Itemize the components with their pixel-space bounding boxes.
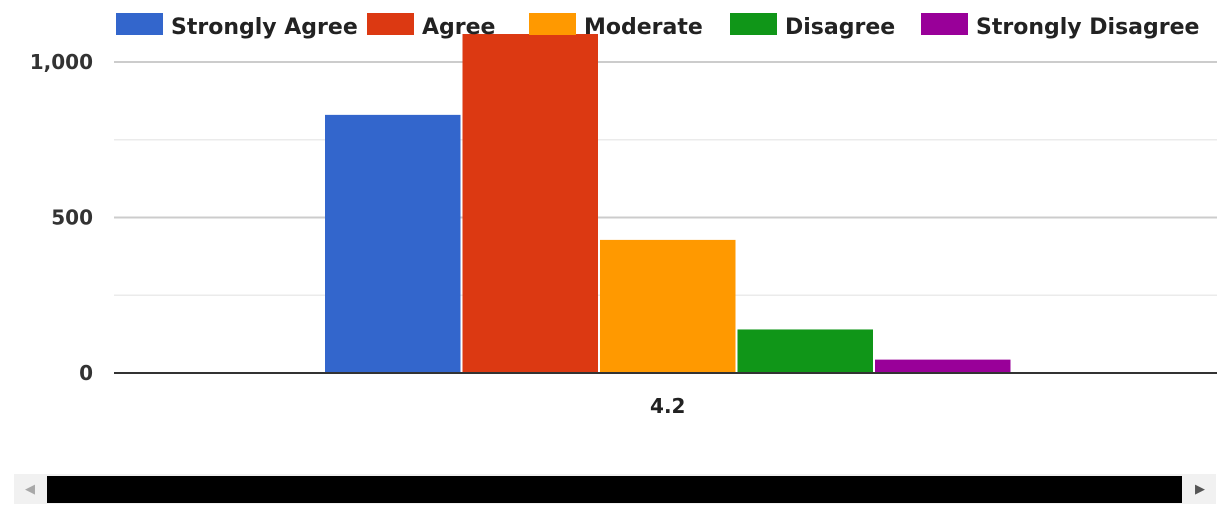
x-axis: 4.2 bbox=[650, 394, 685, 418]
legend-label: Disagree bbox=[785, 15, 895, 40]
y-tick-label: 500 bbox=[51, 206, 93, 230]
legend-item[interactable]: Agree bbox=[367, 13, 495, 40]
x-category-label: 4.2 bbox=[650, 394, 685, 418]
bar-strongly-agree[interactable] bbox=[325, 114, 461, 374]
bar-chart: 0 500 1,000 4.2 Strongly Agree Agree Moderat… bbox=[30, 13, 1217, 418]
y-tick-label: 1,000 bbox=[30, 50, 93, 74]
scroll-right-arrow-icon[interactable]: ▶ bbox=[1195, 481, 1205, 497]
legend: Strongly Agree Agree Moderate Disagree Stron… bbox=[116, 13, 1199, 40]
y-tick-label: 0 bbox=[79, 361, 93, 385]
y-axis: 0 500 1,000 bbox=[30, 50, 93, 385]
legend-item[interactable]: Moderate bbox=[529, 13, 703, 40]
legend-item[interactable]: Strongly Disagree bbox=[921, 13, 1199, 40]
bar-moderate[interactable] bbox=[600, 239, 736, 373]
legend-swatch bbox=[529, 13, 576, 35]
legend-swatch bbox=[730, 13, 777, 35]
bar-agree[interactable] bbox=[462, 34, 599, 373]
bar-disagree[interactable] bbox=[737, 329, 874, 373]
bars bbox=[325, 34, 1011, 374]
legend-label: Strongly Agree bbox=[171, 15, 358, 40]
bar-strongly-disagree[interactable] bbox=[875, 359, 1011, 373]
scroll-left-arrow-icon[interactable]: ◀ bbox=[25, 481, 35, 497]
legend-swatch bbox=[921, 13, 968, 35]
legend-item[interactable]: Strongly Agree bbox=[116, 13, 358, 40]
legend-label: Moderate bbox=[584, 15, 703, 40]
legend-swatch bbox=[367, 13, 414, 35]
legend-swatch bbox=[116, 13, 163, 35]
scrollbar-thumb[interactable] bbox=[47, 476, 1182, 503]
legend-label: Strongly Disagree bbox=[976, 15, 1199, 40]
legend-item[interactable]: Disagree bbox=[730, 13, 895, 40]
horizontal-scrollbar[interactable]: ◀ ▶ bbox=[14, 474, 1216, 504]
legend-label: Agree bbox=[422, 15, 495, 40]
